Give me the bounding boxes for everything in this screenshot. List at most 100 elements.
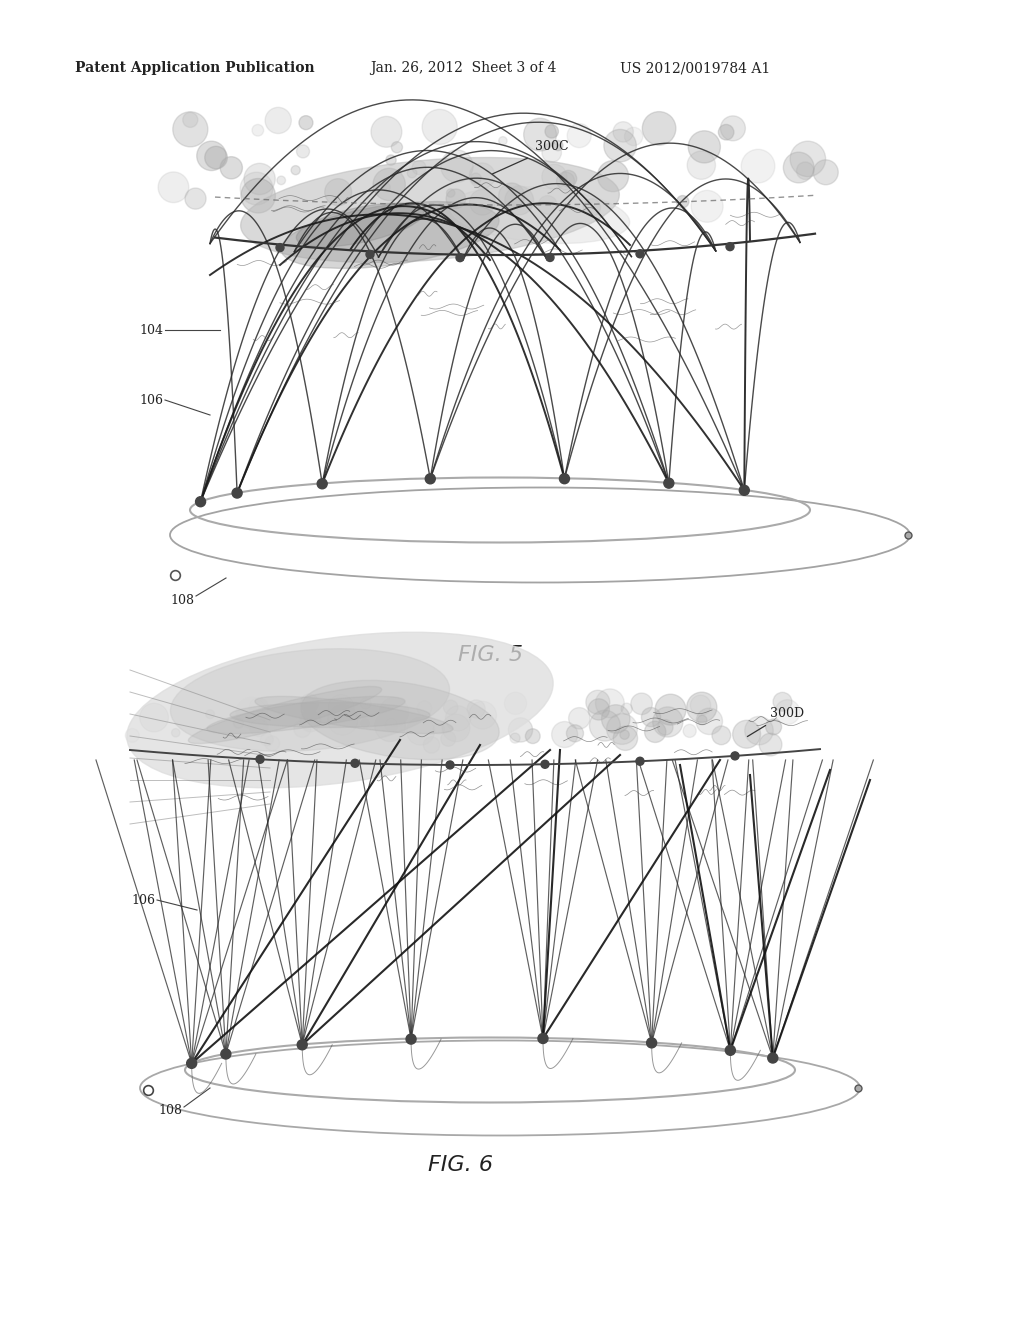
Circle shape [276, 176, 286, 185]
Circle shape [440, 731, 456, 746]
Ellipse shape [296, 203, 424, 247]
Circle shape [232, 488, 242, 498]
Circle shape [220, 157, 243, 180]
Text: 106: 106 [131, 894, 155, 907]
Circle shape [545, 124, 558, 139]
Circle shape [636, 249, 644, 257]
Circle shape [446, 189, 466, 209]
Circle shape [328, 694, 354, 721]
Circle shape [677, 195, 689, 207]
Circle shape [467, 700, 485, 718]
Circle shape [725, 1045, 735, 1055]
Circle shape [683, 725, 696, 738]
Circle shape [731, 752, 739, 760]
Circle shape [443, 700, 458, 714]
Circle shape [440, 150, 473, 182]
Circle shape [469, 162, 495, 189]
Circle shape [433, 723, 444, 734]
Circle shape [221, 1049, 230, 1059]
Text: Jan. 26, 2012  Sheet 3 of 4: Jan. 26, 2012 Sheet 3 of 4 [370, 61, 556, 75]
Text: FIG. 6: FIG. 6 [427, 1155, 493, 1175]
Circle shape [505, 186, 534, 215]
Circle shape [655, 694, 686, 725]
Circle shape [664, 478, 674, 488]
Circle shape [260, 733, 273, 746]
Circle shape [791, 141, 825, 177]
Circle shape [631, 693, 652, 714]
Circle shape [584, 199, 600, 216]
Circle shape [586, 690, 609, 714]
Circle shape [613, 726, 638, 750]
Circle shape [386, 154, 396, 165]
Circle shape [375, 710, 406, 742]
Circle shape [590, 710, 621, 741]
Circle shape [172, 729, 180, 737]
Circle shape [566, 725, 584, 742]
Circle shape [726, 243, 734, 251]
Circle shape [499, 183, 524, 209]
Circle shape [125, 729, 139, 742]
Ellipse shape [451, 186, 630, 243]
Circle shape [687, 150, 716, 180]
Circle shape [297, 1040, 307, 1049]
Circle shape [470, 190, 496, 215]
Circle shape [636, 758, 644, 766]
Ellipse shape [230, 702, 430, 727]
Circle shape [244, 164, 275, 194]
Circle shape [505, 692, 526, 714]
Circle shape [783, 152, 814, 183]
Ellipse shape [170, 648, 450, 751]
Circle shape [768, 1053, 778, 1063]
Circle shape [241, 172, 272, 205]
Circle shape [688, 131, 720, 162]
Circle shape [596, 689, 625, 718]
Circle shape [197, 141, 226, 170]
Circle shape [417, 701, 432, 715]
Circle shape [687, 692, 717, 722]
Circle shape [813, 160, 839, 185]
Text: Patent Application Publication: Patent Application Publication [75, 61, 314, 75]
Circle shape [139, 704, 168, 731]
Circle shape [237, 697, 267, 729]
Circle shape [300, 694, 318, 711]
Circle shape [604, 129, 636, 162]
Circle shape [559, 474, 569, 483]
Circle shape [173, 112, 208, 147]
Circle shape [250, 719, 267, 737]
Circle shape [775, 700, 800, 725]
Circle shape [759, 733, 782, 756]
Circle shape [249, 698, 268, 717]
Circle shape [366, 251, 374, 259]
Circle shape [588, 698, 609, 719]
Circle shape [317, 479, 328, 488]
Circle shape [690, 696, 711, 715]
Circle shape [423, 737, 439, 754]
Circle shape [385, 718, 397, 731]
Circle shape [652, 708, 683, 737]
Text: 104: 104 [139, 323, 163, 337]
Circle shape [158, 172, 188, 203]
Circle shape [252, 124, 263, 136]
Circle shape [606, 714, 637, 744]
Circle shape [291, 165, 300, 174]
Circle shape [422, 110, 458, 144]
Circle shape [510, 733, 520, 743]
Circle shape [186, 1059, 197, 1068]
Ellipse shape [301, 680, 499, 759]
Circle shape [182, 112, 198, 128]
Text: 300C: 300C [535, 140, 568, 153]
Circle shape [641, 708, 660, 727]
Circle shape [407, 1034, 416, 1044]
Circle shape [732, 721, 761, 748]
Circle shape [446, 189, 455, 197]
Circle shape [325, 178, 351, 206]
Circle shape [294, 721, 311, 738]
Circle shape [691, 190, 723, 222]
Circle shape [625, 127, 643, 145]
Text: 300D: 300D [770, 708, 804, 719]
Circle shape [360, 719, 370, 727]
Circle shape [744, 717, 773, 744]
Circle shape [553, 140, 563, 150]
Circle shape [407, 717, 434, 746]
Circle shape [382, 182, 390, 191]
